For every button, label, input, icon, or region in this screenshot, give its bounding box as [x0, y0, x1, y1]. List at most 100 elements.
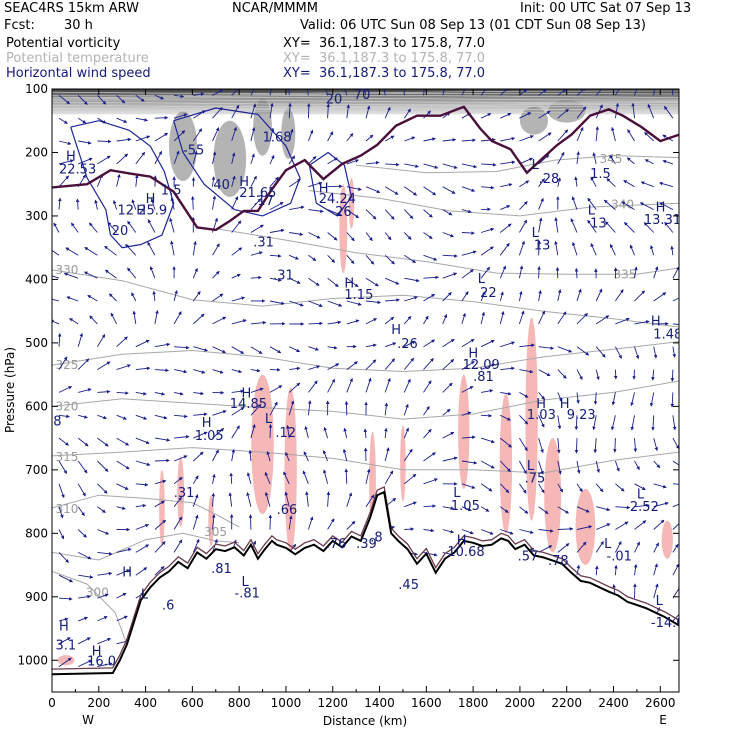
wind-vector-302: [152, 290, 156, 302]
wind-vector-655: [596, 523, 611, 530]
wind-vector-41: [212, 107, 223, 119]
wind-vector-397: [77, 358, 90, 370]
wind-vector-246: [346, 255, 355, 265]
wind-vector-692: [672, 543, 679, 553]
wind-vector-509: [323, 426, 329, 439]
wind-vector-377: [327, 345, 338, 350]
pv-positive-pocket-11: [159, 469, 165, 547]
wind-vector-420: [519, 369, 534, 374]
wind-speed-label-1: 22.53: [59, 162, 96, 177]
wind-vector-152: [442, 186, 456, 194]
wind-vector-443: [327, 378, 335, 393]
wind-vector-393: [634, 346, 640, 360]
wind-speed-label-57: .57: [518, 550, 539, 565]
wind-vector-72: [173, 130, 186, 142]
wind-speed-label-25: 13.31: [644, 213, 681, 228]
wind-vector-5: [154, 94, 165, 100]
wind-vector-551: [499, 460, 511, 473]
wind-vector-104: [154, 150, 162, 165]
wind-vector-178: [308, 209, 324, 213]
upper-theta-line-4: [52, 99, 679, 103]
wind-vector-318: [461, 291, 469, 302]
wind-vector-460: [649, 392, 655, 407]
wind-vector-456: [576, 392, 580, 404]
wind-vector-40: [193, 110, 206, 119]
y-tick-label-600: 600: [25, 399, 48, 413]
wind-vector-646: [423, 528, 435, 533]
pv-positive-pocket-8: [575, 488, 596, 566]
wind-speed-label-75: 20: [326, 93, 343, 108]
wind-vector-493: [651, 415, 655, 431]
wind-vector-697: [135, 567, 148, 576]
wind-vector-245: [327, 254, 336, 263]
wind-speed-label-50: .31: [174, 486, 195, 501]
wind-vector-330: [52, 319, 60, 325]
wind-speed-label-70: H: [92, 645, 102, 660]
wind-vector-216: [403, 232, 412, 240]
wind-vector-258: [572, 241, 578, 256]
wind-vector-586: [538, 483, 545, 494]
wind-vector-215: [384, 232, 392, 241]
wind-vector-569: [212, 473, 216, 484]
wind-speed-label-32: H: [651, 315, 661, 330]
wind-vector-200: [89, 222, 98, 233]
wind-vector-123: [519, 157, 534, 165]
wind-vector-545: [384, 447, 390, 462]
wind-vector-83: [384, 135, 395, 142]
wind-vector-726: [58, 597, 73, 601]
wind-vector-514: [423, 428, 432, 439]
wind-vector-161: [606, 178, 616, 188]
wind-vector-398: [97, 361, 111, 370]
wind-vector-624: [634, 503, 650, 508]
wind-vector-364: [77, 332, 83, 347]
wind-speed-label-51: .66: [277, 503, 298, 518]
wind-vector-136: [134, 174, 139, 187]
wind-vector-362: [672, 323, 679, 325]
wind-vector-256: [537, 240, 542, 256]
wind-vector-793: [77, 637, 91, 645]
wind-vector-47: [326, 103, 331, 119]
wind-vector-422: [557, 369, 567, 379]
wind-vector-275: [269, 277, 282, 282]
wind-vector-360: [634, 320, 650, 325]
upper-theta-line-6: [52, 103, 679, 108]
wind-vector-560: [672, 460, 679, 467]
wind-vector-594: [58, 506, 64, 519]
wind-vector-263: [670, 245, 674, 256]
wind-vector-432: [116, 391, 129, 395]
wind-vector-527: [672, 437, 679, 450]
wind-vector-78: [288, 128, 294, 142]
wind-vector-91: [538, 132, 552, 142]
x-tick-label-2000: 2000: [505, 696, 536, 710]
wind-vector-572: [264, 471, 271, 484]
wind-vector-557: [614, 460, 620, 472]
upper-theta-line-2: [52, 95, 679, 99]
wind-vector-550: [480, 460, 495, 469]
wind-speed-label-80: .31: [253, 235, 274, 250]
wind-vector-237: [170, 240, 175, 256]
wind-vector-338: [212, 316, 227, 325]
wind-vector-100: [78, 157, 93, 165]
wind-vector-94: [595, 126, 600, 142]
wind-vector-236: [147, 241, 156, 256]
wind-vector-418: [480, 363, 496, 371]
wind-vector-217: [423, 232, 433, 239]
wind-vector-308: [269, 300, 285, 305]
wind-vector-0: [58, 94, 71, 105]
wind-vector-167: [94, 199, 98, 210]
wind-vector-462: [58, 414, 70, 419]
wind-vector-277: [308, 277, 320, 286]
wind-speed-label-62: .81: [211, 562, 232, 577]
wind-vector-503: [212, 428, 225, 439]
wind-vector-70: [135, 135, 151, 142]
wind-vector-654: [576, 525, 593, 530]
wind-vector-310: [308, 300, 323, 307]
wind-vector-193: [587, 197, 597, 210]
wind-vector-220: [480, 227, 495, 233]
wind-vector-501: [174, 435, 190, 439]
wind-vector-372: [231, 346, 245, 354]
wind-vector-7: [193, 92, 205, 96]
wind-vector-467: [154, 414, 168, 420]
wind-vector-184: [423, 209, 433, 218]
wind-vector-128: [609, 154, 616, 165]
